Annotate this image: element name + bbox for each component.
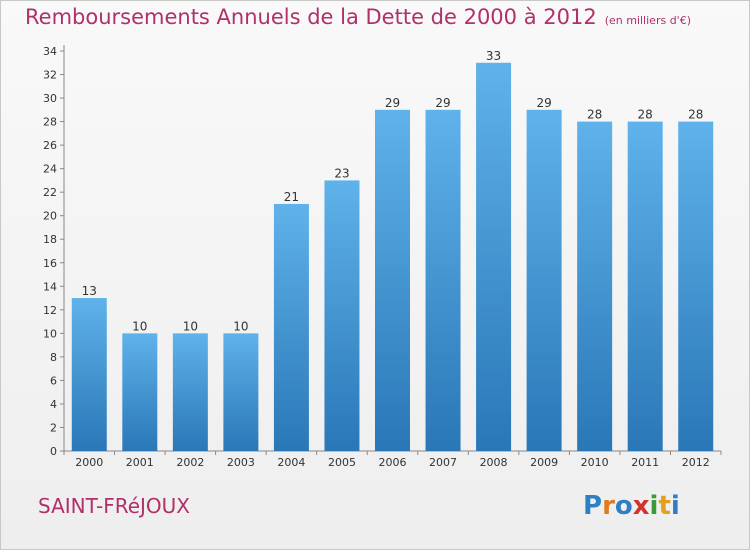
y-tick-label: 34 (43, 45, 57, 58)
x-tick-label: 2003 (227, 456, 255, 469)
data-label-2009: 29 (536, 96, 551, 110)
data-label-2008: 33 (486, 49, 501, 63)
data-label-2002: 10 (183, 319, 198, 333)
y-tick-label: 2 (50, 421, 57, 434)
y-tick-label: 24 (43, 163, 57, 176)
data-label-2012: 28 (688, 108, 703, 122)
y-tick-label: 4 (50, 398, 57, 411)
y-tick-label: 8 (50, 351, 57, 364)
bar-2007 (425, 109, 461, 451)
data-label-2000: 13 (82, 284, 97, 298)
y-tick-label: 12 (43, 304, 57, 317)
data-label-2004: 21 (284, 190, 299, 204)
data-label-2006: 29 (385, 96, 400, 110)
x-tick-label: 2001 (126, 456, 154, 469)
y-tick-label: 22 (43, 186, 57, 199)
bar-2008 (476, 62, 512, 451)
x-tick-label: 2006 (379, 456, 407, 469)
chart-title: Remboursements Annuels de la Dette de 20… (25, 5, 691, 29)
x-tick-label: 2007 (429, 456, 457, 469)
y-tick-label: 26 (43, 139, 57, 152)
bar-2011 (627, 121, 663, 452)
data-label-2003: 10 (233, 319, 248, 333)
y-tick-label: 6 (50, 374, 57, 387)
y-tick-label: 18 (43, 233, 57, 246)
bar-2002 (172, 333, 208, 451)
x-tick-label: 2000 (75, 456, 103, 469)
y-tick-label: 32 (43, 69, 57, 82)
x-tick-label: 2008 (480, 456, 508, 469)
y-tick-label: 0 (50, 445, 57, 458)
bar-2006 (375, 109, 410, 451)
bar-2009 (526, 109, 562, 451)
bar-2012 (678, 121, 714, 452)
data-label-2011: 28 (638, 108, 653, 122)
chart-subtitle: (en milliers d'€) (604, 14, 691, 27)
data-label-2007: 29 (435, 96, 450, 110)
proxiti-logo: Proxiti (583, 491, 680, 521)
bars (71, 62, 714, 452)
x-tick-label: 2012 (682, 456, 710, 469)
data-label-2005: 23 (334, 166, 349, 180)
commune-name: SAINT-FRéJOUX (38, 494, 190, 518)
x-tick-label: 2010 (581, 456, 609, 469)
bar-2004 (273, 203, 309, 451)
x-tick-label: 2004 (277, 456, 305, 469)
y-tick-label: 16 (43, 257, 57, 270)
x-tick-label: 2005 (328, 456, 356, 469)
y-tick-label: 14 (43, 280, 57, 293)
bar-2010 (577, 121, 613, 452)
y-tick-label: 10 (43, 327, 57, 340)
bar-2000 (71, 298, 107, 451)
data-label-2001: 10 (132, 319, 147, 333)
y-tick-label: 28 (43, 116, 57, 129)
data-label-2010: 28 (587, 108, 602, 122)
data-labels: 13 10 10 10 21 23 29 29 33 29 28 28 28 (82, 49, 704, 334)
x-tick-label: 2011 (631, 456, 659, 469)
x-tick-label: 2002 (176, 456, 204, 469)
bar-2001 (122, 333, 158, 451)
bar-2003 (223, 333, 259, 451)
y-tick-label: 20 (43, 210, 57, 223)
bar-2005 (324, 180, 360, 452)
x-tick-label: 2009 (530, 456, 558, 469)
y-tick-label: 30 (43, 92, 57, 105)
